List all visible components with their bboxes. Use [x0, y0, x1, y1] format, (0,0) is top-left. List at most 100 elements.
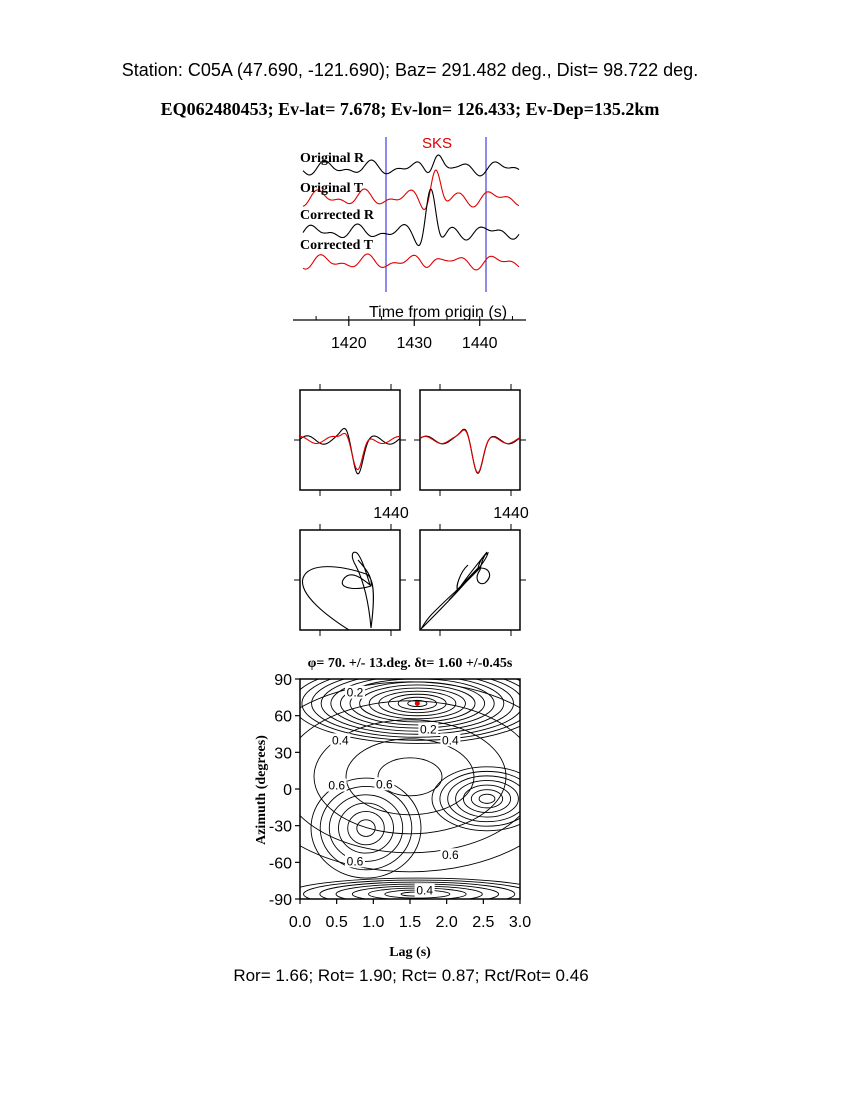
lag-tick-label: 3.0: [509, 914, 531, 931]
contour-label-bg: [345, 685, 365, 699]
contour-lines: [300, 679, 520, 899]
phase-label: SKS: [422, 135, 452, 152]
trace-label-corrected-r: Corrected R: [300, 208, 375, 223]
trace-original-t: [302, 169, 520, 211]
contour-label-bg: [418, 722, 439, 736]
trace-label-original-t: Original T: [300, 181, 364, 196]
particle-motion-ticks: [294, 524, 526, 636]
lower-left-contour: [328, 794, 404, 862]
azimuth-ticks: 90 60 30 0 -30 -60 -90: [269, 672, 300, 909]
minimum-contour: [311, 679, 520, 738]
lower-left-contour: [310, 777, 422, 879]
right-contour: [462, 784, 512, 813]
comparison-trace-t-before: [299, 432, 401, 471]
minimum-contour: [407, 699, 428, 707]
lower-left-contour: [347, 810, 385, 846]
contour-label: 0.2: [420, 722, 437, 736]
contour-labels: 0.2 0.2 0.4 0.4 0.6 0.6 0.6 0.6 0.4: [326, 685, 461, 898]
right-contour: [455, 780, 519, 818]
lag-tick-label: 2.5: [472, 914, 494, 931]
right-contour: [478, 793, 496, 804]
outer-contour: [313, 719, 507, 835]
trace-label-original-r: Original R: [300, 151, 365, 166]
grid-search-title: φ= 70. +/- 13.deg. δt= 1.60 +/-0.45s: [308, 656, 513, 671]
minimum-contour: [397, 696, 437, 711]
particle-motion-panels: [294, 524, 526, 636]
minimum-contour: [368, 687, 466, 720]
event-info: EQ062480453; Ev-lat= 7.678; Ev-lon= 126.…: [161, 99, 660, 119]
comparison-trace-r-before: [299, 427, 401, 475]
contour-label: 0.6: [347, 854, 364, 868]
bottom-contour: [319, 881, 516, 899]
bottom-contour: [300, 877, 520, 888]
trace-corrected-t: [302, 253, 520, 271]
time-tick-label: 1430: [396, 335, 432, 352]
waveform-comparison-panels: 1440 1440: [294, 384, 529, 522]
comparison-xtick-before: 1440: [373, 505, 409, 522]
contour-label: 0.6: [376, 777, 393, 791]
lag-axis-label: Lag (s): [389, 945, 431, 960]
time-tick-label: 1420: [331, 335, 367, 352]
lag-tick-label: 0.5: [326, 914, 348, 931]
outer-contour: [300, 681, 520, 873]
trace-label-corrected-t: Corrected T: [300, 238, 374, 253]
time-axis-label: Time from origin (s): [369, 304, 507, 321]
contour-label: 0.2: [347, 686, 364, 700]
bottom-contour: [303, 879, 520, 899]
contour-label: 0.6: [442, 848, 459, 862]
contour-label: 0.4: [442, 733, 459, 747]
contour-label: 0.4: [332, 733, 349, 747]
minimum-contour: [359, 684, 476, 723]
time-axis-ticks: 1420 1430 1440: [315, 316, 513, 352]
comparison-traces: [299, 427, 521, 475]
minimum-contour: [300, 679, 520, 744]
outer-contour: [345, 738, 475, 816]
azimuth-tick-label: 60: [274, 709, 292, 726]
contour-label-bg: [374, 777, 395, 791]
comparison-trace-t-after: [419, 429, 521, 474]
contour-label-bg: [414, 883, 435, 897]
comparison-box-ticks: [294, 384, 526, 496]
contour-label: 0.4: [416, 884, 433, 898]
ratios-footer: Ror= 1.66; Rot= 1.90; Rct= 0.87; Rct/Rot…: [233, 966, 588, 985]
outer-contour: [377, 757, 443, 797]
lower-left-contour: [338, 802, 394, 854]
lower-left-contour: [356, 819, 376, 837]
minimum-contour: [340, 679, 495, 729]
minimum-contour: [301, 679, 520, 741]
azimuth-tick-label: 0: [283, 782, 292, 799]
time-tick-label: 1440: [462, 335, 498, 352]
grid-search-panel: φ= 70. +/- 13.deg. δt= 1.60 +/-0.45s 0.2…: [254, 656, 531, 960]
trace-original-r: [302, 154, 520, 177]
contour-label: 0.6: [328, 779, 345, 793]
contour-label-bg: [440, 733, 461, 747]
minimum-contour: [330, 679, 505, 732]
minimum-contour: [320, 679, 514, 735]
contour-label-bg: [345, 854, 365, 868]
trace-corrected-r: [302, 188, 520, 247]
trace-group: [302, 154, 520, 271]
outer-contour: [300, 700, 520, 854]
contour-label-bg: [326, 778, 347, 792]
azimuth-tick-label: -30: [269, 819, 292, 836]
particle-motion-before: [302, 551, 374, 631]
azimuth-tick-label: -60: [269, 855, 292, 872]
particle-motion-after: [420, 551, 491, 630]
station-info: Station: C05A (47.690, -121.690); Baz= 2…: [122, 60, 698, 80]
comparison-xtick-after: 1440: [493, 505, 529, 522]
right-contour: [470, 789, 504, 809]
best-fit-dot: [414, 700, 420, 706]
right-contour: [439, 770, 520, 827]
lag-tick-label: 2.0: [436, 914, 458, 931]
right-contour: [431, 766, 520, 832]
right-contour: [447, 775, 520, 823]
contour-label-bg: [440, 848, 461, 862]
particle-motion-box-before: [299, 529, 401, 631]
azimuth-tick-label: 30: [274, 745, 292, 762]
azimuth-axis-label: Azimuth (degrees): [254, 735, 269, 845]
lag-tick-label: 0.0: [289, 914, 311, 931]
azimuth-tick-label: -90: [269, 892, 292, 909]
lag-tick-label: 1.5: [399, 914, 421, 931]
lag-tick-label: 1.0: [362, 914, 384, 931]
